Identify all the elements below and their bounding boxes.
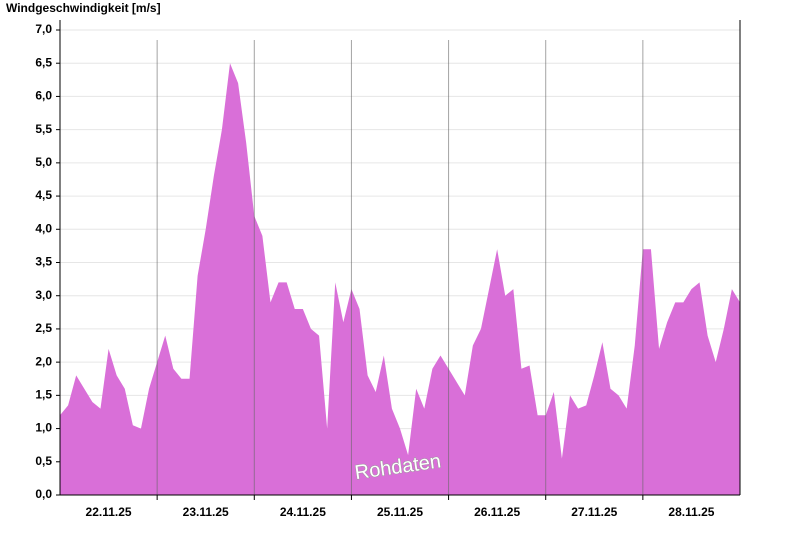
y-tick-label: 1,0 xyxy=(35,421,52,435)
y-tick-label: 4,5 xyxy=(35,188,52,202)
y-tick-label: 5,5 xyxy=(35,122,52,136)
x-tick-label: 27.11.25 xyxy=(571,505,617,519)
y-tick-label: 3,0 xyxy=(35,288,52,302)
y-tick-label: 1,5 xyxy=(35,388,52,402)
y-tick-label: 5,0 xyxy=(35,155,52,169)
y-tick-label: 0,0 xyxy=(35,487,52,501)
y-tick-label: 7,0 xyxy=(35,22,52,36)
x-tick-label: 22.11.25 xyxy=(86,505,132,519)
y-tick-label: 6,5 xyxy=(35,55,52,69)
wind-area xyxy=(60,63,740,495)
y-tick-label: 4,0 xyxy=(35,221,52,235)
x-tick-label: 26.11.25 xyxy=(474,505,520,519)
y-tick-label: 2,5 xyxy=(35,321,52,335)
x-tick-label: 28.11.25 xyxy=(668,505,714,519)
chart-title: Windgeschwindigkeit [m/s] xyxy=(6,1,161,15)
y-tick-label: 3,5 xyxy=(35,255,52,269)
y-tick-label: 6,0 xyxy=(35,89,52,103)
x-tick-label: 25.11.25 xyxy=(377,505,423,519)
x-tick-label: 24.11.25 xyxy=(280,505,326,519)
y-tick-label: 0,5 xyxy=(35,454,52,468)
y-tick-label: 2,0 xyxy=(35,354,52,368)
x-tick-label: 23.11.25 xyxy=(183,505,229,519)
